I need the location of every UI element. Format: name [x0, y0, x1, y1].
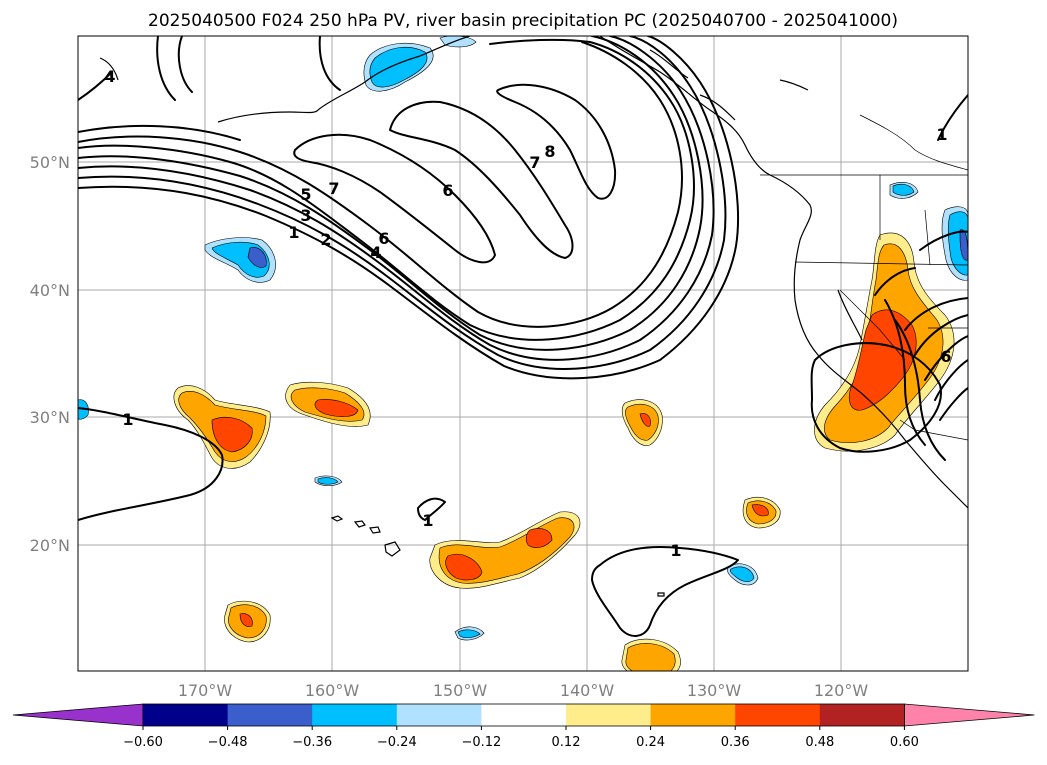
contour-label: 3 [300, 206, 311, 225]
colorbar-tick-label: −0.36 [292, 735, 332, 750]
colorbar-segment [481, 704, 567, 726]
contour-label: 1 [288, 223, 299, 242]
colorbar-tick-label: −0.24 [377, 735, 417, 750]
lon-label: 140°W [560, 681, 615, 700]
lat-label: 50°N [30, 153, 70, 172]
colorbar-tick-label: 0.60 [890, 735, 919, 750]
colorbar-tick-label: 0.48 [805, 735, 834, 750]
longitude-labels: 170°W 160°W 150°W 140°W 130°W 120°W [178, 681, 869, 700]
contour-label: 4 [370, 243, 381, 262]
colorbar-segment [227, 704, 313, 726]
colorbar-segment [735, 704, 821, 726]
contour-label: 6 [442, 181, 453, 200]
lat-label: 20°N [30, 536, 70, 555]
contour-label: 6 [940, 347, 951, 366]
colorbar-extend-low [12, 703, 144, 727]
colorbar-tick-label: −0.12 [461, 735, 501, 750]
colorbar-segment [143, 704, 229, 726]
precip-negative-fields [78, 36, 968, 641]
lon-label: 150°W [433, 681, 488, 700]
map-frame [77, 35, 969, 672]
lon-label: 160°W [305, 681, 360, 700]
colorbar-tick-label: −0.60 [123, 735, 163, 750]
colorbar-segment [396, 704, 482, 726]
contour-label: 5 [300, 185, 311, 204]
contour-labels: 4 8 7 6 5 3 2 1 6 4 7 1 1 1 1 6 [104, 67, 951, 560]
colorbar-tick-label: 0.24 [636, 735, 665, 750]
contour-label: 1 [422, 511, 433, 530]
colorbar-segment [312, 704, 398, 726]
colorbar-extend-high [904, 703, 1035, 727]
lat-label: 40°N [30, 281, 70, 300]
map-title: 2025040500 F024 250 hPa PV, river basin … [148, 11, 898, 31]
contour-label: 6 [378, 229, 389, 248]
contour-label: 7 [529, 153, 540, 172]
contour-label: 7 [328, 179, 339, 198]
colorbar-tick-label: 0.12 [552, 735, 581, 750]
colorbar: −0.60 −0.48 −0.36 −0.24 −0.12 0.12 0.24 0.36 0.4… [12, 703, 1035, 750]
colorbar-segment [650, 704, 736, 726]
colorbar-tick-label: −0.48 [208, 735, 248, 750]
contour-label: 4 [104, 67, 115, 86]
precip-positive-fields [173, 232, 955, 671]
contour-label: 1 [670, 541, 681, 560]
contour-label: 1 [936, 125, 947, 144]
latitude-labels: 50°N 40°N 30°N 20°N [30, 153, 70, 555]
lon-label: 130°W [687, 681, 742, 700]
pv-contours [78, 36, 968, 637]
coastlines [99, 36, 968, 597]
colorbar-tick-label: 0.36 [721, 735, 750, 750]
lon-label: 170°W [178, 681, 233, 700]
colorbar-outline [142, 703, 905, 727]
lat-label: 30°N [30, 408, 70, 427]
colorbar-segment [566, 704, 652, 726]
contour-label: 2 [320, 230, 331, 249]
contour-label: 8 [544, 142, 555, 161]
lon-label: 120°W [814, 681, 869, 700]
colorbar-segment [819, 704, 905, 726]
contour-label: 1 [122, 410, 133, 429]
